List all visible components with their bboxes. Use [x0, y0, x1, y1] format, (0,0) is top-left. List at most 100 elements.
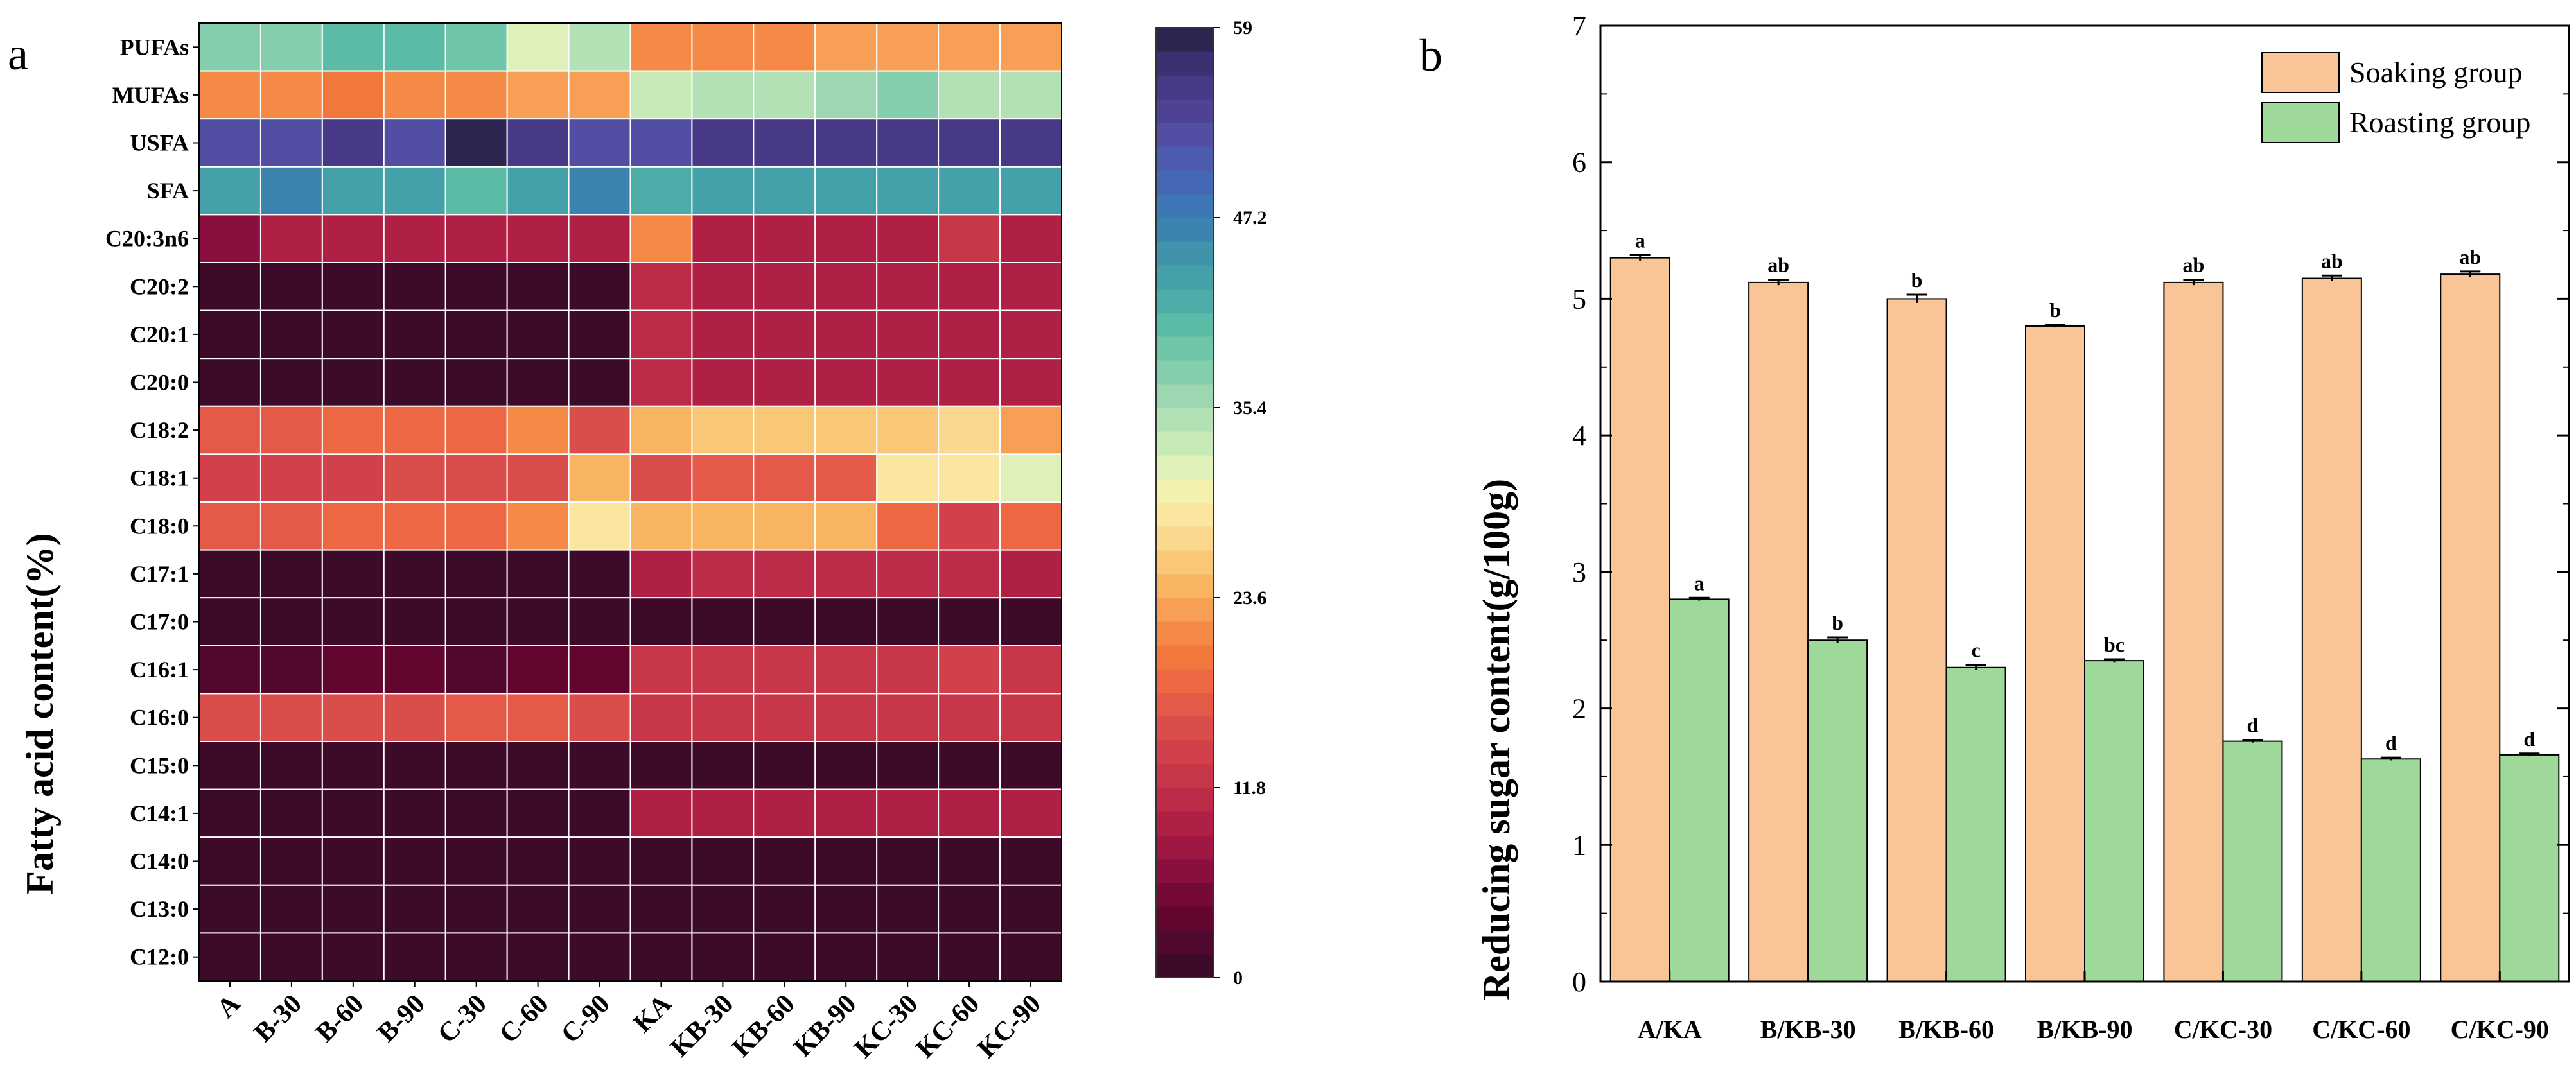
- heatmap-cell: [691, 549, 755, 599]
- heatmap-cell: [259, 645, 323, 695]
- heatmap-cell: [753, 118, 816, 168]
- heatmap-cell: [259, 358, 323, 407]
- colorbar-segment: [1156, 669, 1214, 693]
- heatmap-cell: [198, 549, 261, 599]
- heatmap-cell: [999, 309, 1062, 360]
- significance-letter: d: [2523, 727, 2535, 750]
- heatmap-cell: [444, 884, 508, 934]
- row-label: SFA: [147, 178, 189, 204]
- colorbar-segment: [1156, 954, 1214, 978]
- y-tick-label: 7: [1572, 10, 1586, 42]
- significance-letter: a: [1635, 229, 1645, 252]
- y-tick-label: 6: [1572, 147, 1586, 178]
- heatmap-cell: [198, 166, 261, 216]
- heatmap-cell: [506, 453, 570, 503]
- heatmap-cell: [938, 788, 1001, 838]
- heatmap-cell: [383, 22, 446, 72]
- heatmap-cell: [999, 597, 1062, 646]
- heatmap-cell: [999, 549, 1062, 599]
- heatmap-cell: [198, 214, 261, 263]
- colorbar-segment: [1156, 170, 1214, 195]
- heatmap-cell: [629, 214, 693, 263]
- heatmap-cell: [321, 22, 385, 72]
- heatmap-cell: [506, 70, 570, 120]
- heatmap-cell: [259, 741, 323, 790]
- bar: [1886, 298, 1947, 982]
- heatmap-cell: [321, 166, 385, 216]
- heatmap-cell: [691, 788, 755, 838]
- legend-swatch: [2261, 52, 2340, 93]
- heatmap-cell: [753, 405, 816, 455]
- heatmap-cell: [753, 884, 816, 934]
- heatmap-cell: [321, 358, 385, 407]
- heatmap-cell: [506, 597, 570, 646]
- heatmap-cell: [753, 549, 816, 599]
- heatmap-cell: [259, 166, 323, 216]
- heatmap-cell: [568, 741, 631, 790]
- heatmap-cell: [506, 884, 570, 934]
- colorbar-segment: [1156, 788, 1214, 812]
- heatmap-cell: [691, 453, 755, 503]
- heatmap-cell: [568, 118, 631, 168]
- bar-chart-axes: 0 1 2 3 4 5 6 7 A/KA B/KB-30 B/KB-60 B/KB-90 C/KC-30…: [1572, 10, 2570, 1044]
- heatmap-cell: [691, 22, 755, 72]
- heatmap-cell: [629, 501, 693, 551]
- row-label: PUFAs: [120, 34, 189, 60]
- heatmap-cell: [938, 166, 1001, 216]
- heatmap-cell: [999, 453, 1062, 503]
- heatmap-cell: [691, 597, 755, 646]
- heatmap-cell: [506, 358, 570, 407]
- heatmap-cell: [629, 309, 693, 360]
- colorbar-segment: [1156, 621, 1214, 646]
- x-tick-label: C/KC-30: [2174, 1015, 2272, 1044]
- heatmap-cell: [198, 70, 261, 120]
- y-tick-label: 4: [1572, 420, 1586, 451]
- heatmap-column-labels: A B-30 B-60 B-90 C-30 C-60 C-90 KAKB-30KB-60KB-…: [211, 981, 1047, 1064]
- column-label: KB-30: [665, 989, 739, 1063]
- heatmap-cell: [938, 405, 1001, 455]
- column-label: KA: [627, 989, 678, 1039]
- significance-letter: b: [1832, 611, 1843, 634]
- heatmap-cell: [629, 836, 693, 886]
- heatmap-cell: [753, 693, 816, 743]
- column-label: KC-30: [849, 989, 924, 1064]
- heatmap-cell: [321, 262, 385, 311]
- heatmap-cell: [753, 166, 816, 216]
- heatmap-cell: [876, 405, 940, 455]
- heatmap-cell: [259, 214, 323, 263]
- colorbar: 0 11.8 23.6 35.4 47.2 59: [1155, 17, 1267, 989]
- heatmap-cell: [444, 118, 508, 168]
- heatmap-cell: [691, 309, 755, 360]
- bar: [1609, 257, 1670, 983]
- heatmap-cell: [876, 884, 940, 934]
- heatmap-cell: [814, 118, 878, 168]
- heatmap-cell: [999, 214, 1062, 263]
- heatmap-cell: [321, 932, 385, 982]
- colorbar-segment: [1156, 930, 1214, 955]
- heatmap-cell: [259, 501, 323, 551]
- heatmap-cell: [383, 645, 446, 695]
- heatmap-cell: [383, 884, 446, 934]
- row-label: C17:1: [130, 561, 189, 587]
- x-tick-label: A/KA: [1638, 1015, 1702, 1044]
- colorbar-segment: [1156, 313, 1214, 337]
- significance-letter: c: [1971, 639, 1980, 662]
- heatmap-cell: [691, 166, 755, 216]
- heatmap-cell: [568, 214, 631, 263]
- colorbar-frame: [1155, 27, 1214, 978]
- heatmap-cell: [383, 262, 446, 311]
- heatmap-cell: [383, 932, 446, 982]
- heatmap-cell: [383, 405, 446, 455]
- heatmap-cell: [629, 693, 693, 743]
- heatmap-cell: [383, 70, 446, 120]
- colorbar-segment: [1156, 693, 1214, 717]
- x-tick-label: B/KB-30: [1760, 1015, 1856, 1044]
- heatmap-cell: [321, 645, 385, 695]
- heatmap-cell: [999, 166, 1062, 216]
- heatmap-cell: [814, 549, 878, 599]
- heatmap-cell: [259, 118, 323, 168]
- heatmap-cell: [814, 22, 878, 72]
- bar: [2084, 660, 2144, 983]
